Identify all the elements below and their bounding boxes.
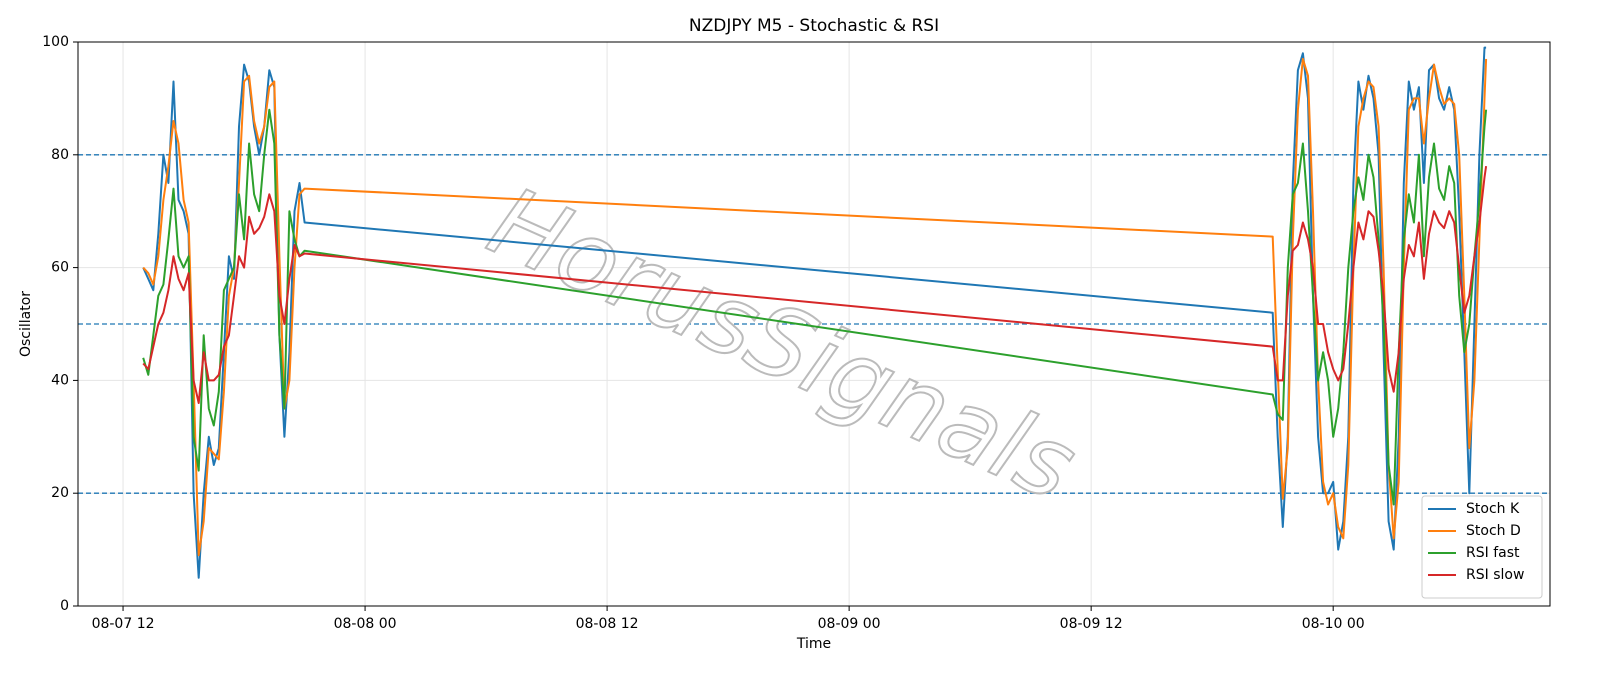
plot-area: [142, 46, 1488, 579]
legend-label: Stoch K: [1466, 501, 1520, 517]
series-line: [142, 46, 1487, 579]
series-line: [142, 57, 1488, 557]
x-tick-label: 08-07 12: [92, 616, 155, 632]
legend-label: Stoch D: [1466, 523, 1521, 539]
y-tick-label: 80: [51, 147, 69, 163]
y-tick-label: 20: [51, 485, 69, 501]
y-tick-label: 60: [51, 260, 69, 276]
x-tick-label: 08-09 12: [1060, 616, 1123, 632]
legend-label: RSI fast: [1466, 545, 1520, 561]
series-line: [142, 108, 1488, 506]
x-tick-label: 08-08 00: [334, 616, 397, 632]
axes-frame: [77, 41, 1551, 607]
legend-box: [1421, 495, 1543, 599]
series-line: [142, 165, 1488, 404]
x-axis-label: Time: [796, 636, 831, 652]
chart-title: NZDJPY M5 - Stochastic & RSI: [689, 16, 939, 36]
x-tick-label: 08-10 00: [1302, 616, 1365, 632]
x-tick-label: 08-09 00: [818, 616, 881, 632]
y-tick-label: 100: [42, 34, 69, 50]
y-tick-label: 40: [51, 372, 69, 388]
y-tick-label: 0: [60, 598, 69, 614]
legend-label: RSI slow: [1466, 567, 1524, 583]
x-tick-label: 08-08 12: [576, 616, 639, 632]
legend: Stoch K Stoch D RSI fast RSI slow: [1421, 495, 1543, 599]
watermark: HorusSignals: [474, 165, 1092, 522]
y-axis-label: Oscillator: [18, 291, 34, 357]
